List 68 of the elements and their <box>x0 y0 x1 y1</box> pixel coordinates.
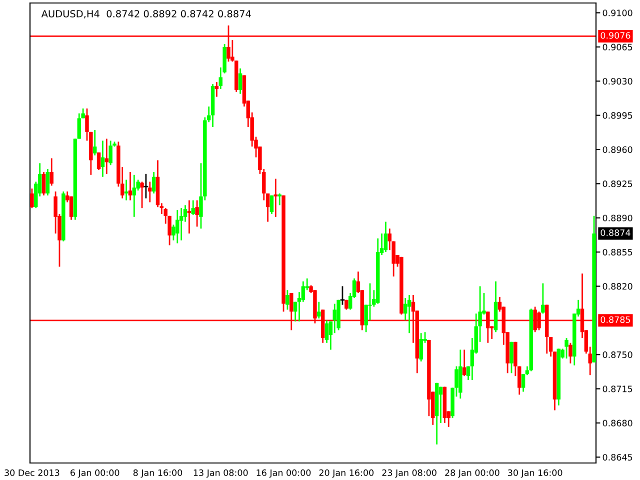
candlestick <box>278 192 282 206</box>
candlestick <box>144 173 148 200</box>
candlestick <box>148 181 152 203</box>
candlestick <box>140 181 144 209</box>
y-tick-label: 0.8890 <box>602 214 632 222</box>
candlestick <box>384 221 388 253</box>
candlestick <box>128 171 132 201</box>
candlestick <box>368 282 372 322</box>
x-tick-label: 6 Jan 00:00 <box>70 469 120 478</box>
candlestick <box>510 341 514 374</box>
candlestick <box>274 178 278 218</box>
candlestick <box>340 286 345 306</box>
text: AUDUSD,H4 0.8742 0.8892 0.8742 0.8874 <box>41 10 251 18</box>
candlestick <box>77 112 81 140</box>
x-tick-label: 8 Jan 16:00 <box>133 469 182 478</box>
candlestick <box>152 171 156 194</box>
candlestick <box>96 152 101 171</box>
y-tick-label: 0.8680 <box>602 420 632 426</box>
candlestick <box>124 179 128 201</box>
annotation: 0.8874 <box>600 229 630 236</box>
x-tick-label: 16 Jan 00:00 <box>256 469 311 478</box>
ref-line-label: 0.9076 <box>600 32 630 39</box>
ref-line-label: 0.8785 <box>600 316 630 323</box>
candlestick <box>517 366 522 396</box>
candlestick <box>195 200 199 228</box>
candlestick <box>317 301 321 320</box>
candlestick <box>100 140 105 178</box>
candlestick <box>270 194 274 215</box>
candlestick <box>438 386 443 424</box>
candlestick <box>568 342 572 364</box>
candlestick <box>132 174 136 218</box>
candlestick <box>108 140 112 166</box>
x-tick-label: 30 Dec 2013 <box>4 469 60 476</box>
y-tick-label: 0.9100 <box>602 10 632 16</box>
candlestick <box>187 200 192 234</box>
y-tick-label: 0.8750 <box>602 351 632 358</box>
candlestick <box>69 196 74 221</box>
candlestick <box>419 332 423 362</box>
candlestick <box>541 282 545 314</box>
y-tick-label: 0.8855 <box>602 248 632 256</box>
x-tick-label: 28 Jan 00:00 <box>445 469 500 478</box>
y-tick-label: 0.9030 <box>602 78 632 85</box>
y-tick-label: 0.8820 <box>602 283 632 290</box>
candlestick <box>214 81 219 98</box>
candlestick <box>564 337 568 360</box>
candlestick <box>42 171 46 196</box>
candlestick <box>179 207 184 242</box>
candlestick <box>332 303 336 334</box>
y-tick-label: 0.8715 <box>602 386 632 392</box>
y-tick-label: 0.9065 <box>602 44 632 50</box>
y-tick-label: 0.8645 <box>602 454 632 461</box>
candlestick <box>46 168 50 196</box>
y-tick-label: 0.8960 <box>602 146 632 153</box>
y-tick-label: 0.8925 <box>602 180 632 188</box>
candlestick <box>30 188 34 209</box>
x-tick-label: 23 Jan 08:00 <box>382 469 436 478</box>
candlestick <box>92 129 97 156</box>
candlestick <box>462 349 466 377</box>
y-tick-label: 0.8995 <box>602 112 632 119</box>
candlestick <box>533 306 537 333</box>
x-tick-label: 13 Jan 08:00 <box>194 469 248 478</box>
candlestick <box>50 158 54 186</box>
x-tick-label: 20 Jan 16:00 <box>319 469 374 478</box>
candlestick <box>191 200 195 216</box>
candlestick <box>176 209 180 244</box>
candlestick <box>238 68 242 95</box>
x-tick-label: 30 Jan 16:00 <box>508 469 562 478</box>
candlestick <box>286 289 290 310</box>
